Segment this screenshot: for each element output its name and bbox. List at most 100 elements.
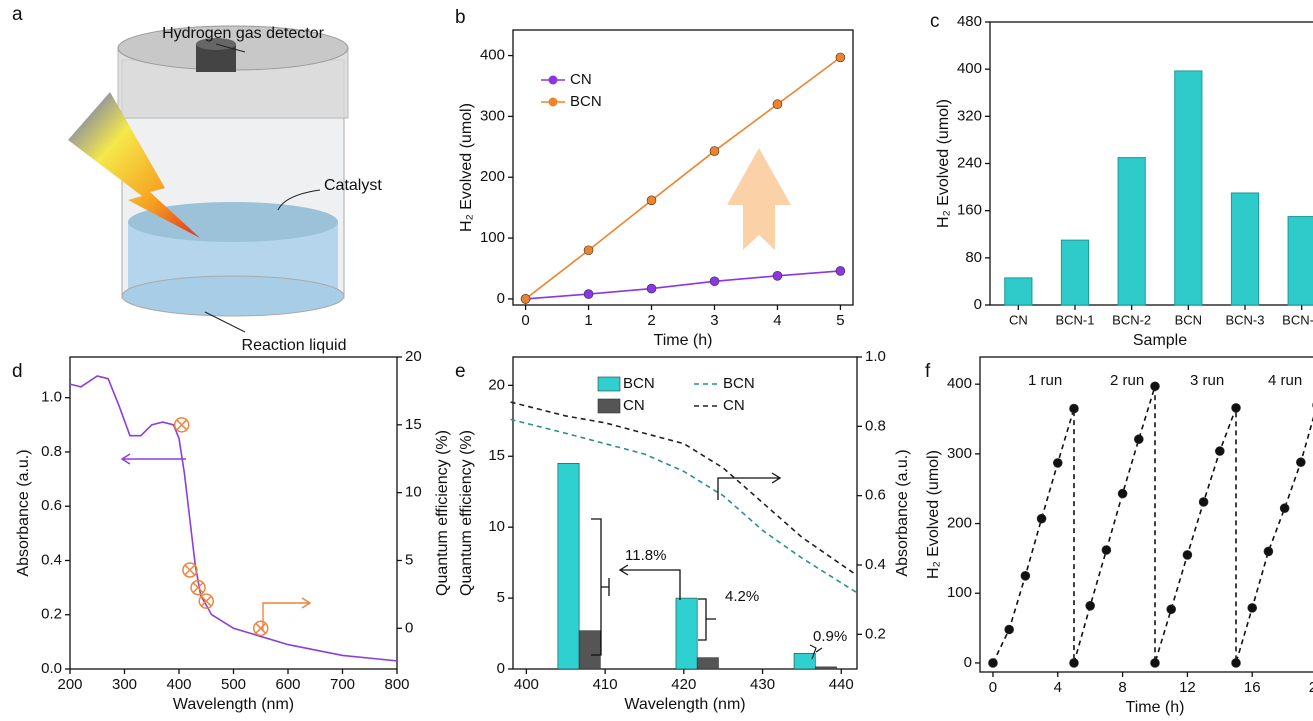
marker-ring: [182, 562, 198, 578]
marker: [182, 562, 198, 578]
diagram-label: Reaction liquid: [242, 337, 347, 354]
pointer: [277, 189, 321, 211]
annotation: 3 run: [1190, 372, 1224, 389]
marker: [1296, 457, 1306, 468]
marker: [646, 195, 657, 206]
y2-tick-label: 0.8: [865, 417, 886, 434]
marker: [1198, 497, 1209, 507]
legend-marker: [548, 75, 558, 85]
y-tick-label: 0.2: [41, 606, 62, 623]
marker: [253, 620, 269, 637]
y-tick-label: 100: [947, 584, 972, 601]
x-tick-label: 2: [647, 312, 655, 329]
y-tick-label: 10: [488, 518, 505, 535]
x-tick-label: BCN-1: [1055, 312, 1094, 327]
legend-label: CN: [623, 397, 645, 414]
marker: [1069, 403, 1079, 414]
legend-swatch: [597, 398, 621, 414]
x-tick-label: 3: [710, 312, 718, 329]
x-tick-label: 20: [1309, 679, 1313, 696]
bar: [1230, 192, 1260, 306]
y2-tick-label: 0: [405, 619, 413, 636]
x-tick-label: 410: [593, 676, 618, 693]
pointer: [204, 311, 246, 333]
marker: [1133, 434, 1144, 445]
marker: [190, 579, 206, 596]
marker: [1231, 658, 1241, 668]
y-tick-label: 400: [947, 375, 972, 392]
y2-tick-label: 10: [405, 484, 422, 501]
panel-label: f: [925, 361, 931, 382]
marker: [583, 289, 594, 299]
y-tick-label: 100: [480, 229, 505, 246]
y-tick-label: 480: [957, 13, 982, 30]
x-axis-title: Time (h): [654, 332, 713, 349]
x-tick-label: 440: [829, 676, 854, 693]
y-tick-label: 300: [947, 445, 972, 462]
y2-tick-label: 0.2: [865, 625, 886, 642]
x-tick-label: BCN-3: [1225, 312, 1264, 327]
y-tick-label: 0.0: [41, 660, 62, 677]
bar: [696, 657, 719, 670]
marker: [1279, 503, 1290, 514]
legend-marker: [548, 97, 558, 107]
marker-cross: [255, 622, 267, 634]
panel: b 0 100 200 300 400 0 1 2 3 4 5 Time (h) H₂ Evolved (…: [455, 7, 854, 349]
axis-arrow: [120, 453, 186, 465]
marker: [1231, 403, 1241, 413]
bar: [557, 463, 580, 670]
plot-frame: [979, 356, 1313, 673]
y-tick-label: 80: [965, 249, 982, 266]
marker: [173, 417, 190, 433]
bracket: [809, 644, 823, 660]
y-tick-label: 400: [957, 60, 982, 77]
x-tick-label: 1: [584, 312, 592, 329]
x-tick-label: 200: [57, 676, 82, 693]
bar: [1287, 216, 1313, 306]
y-tick-label: 300: [480, 107, 505, 124]
marker-cross: [176, 419, 188, 431]
y-tick-label: 0: [497, 660, 505, 677]
marker: [988, 658, 998, 668]
x-tick-label: 400: [514, 676, 539, 693]
x-tick-label: 4: [1054, 679, 1062, 696]
axis-arrow: [262, 597, 312, 630]
diagram-label: Catalyst: [324, 177, 382, 194]
marker: [1085, 600, 1095, 611]
marker: [1117, 488, 1128, 499]
marker-ring: [253, 620, 269, 637]
x-tick-label: 300: [112, 676, 137, 693]
x-tick-label: 420: [671, 676, 696, 693]
y2-tick-label: 5: [405, 551, 413, 568]
connector-line: [992, 386, 1313, 664]
annotation: 4.2%: [725, 588, 759, 605]
bar: [1060, 239, 1090, 306]
annotation: 11.8%: [625, 547, 666, 564]
x-tick-label: BCN: [1175, 312, 1202, 327]
marker-cross: [200, 595, 212, 607]
series-line: [69, 375, 398, 662]
x-tick-label: 0: [989, 679, 997, 696]
x-tick-label: 500: [221, 676, 246, 693]
marker: [709, 146, 720, 156]
marker: [1215, 446, 1225, 456]
marker: [709, 276, 720, 287]
x-tick-label: 400: [166, 676, 191, 693]
marker: [1150, 658, 1160, 668]
y-tick-label: 5: [497, 589, 505, 606]
glass-bottom: [121, 275, 345, 317]
y-axis-title: Quantum efficiency (%): [458, 430, 475, 596]
y-tick-label: 15: [488, 447, 505, 464]
y-axis-title: H₂ Evolved (umol): [935, 99, 952, 228]
x-axis-title: Time (h): [1126, 699, 1185, 716]
annotation: 1 run: [1028, 372, 1062, 389]
panel: f 0 100 200 300 400 0 4 8 12 16 20 Time (h) H₂ Evolve…: [925, 356, 1313, 716]
marker: [835, 52, 846, 63]
bar: [1117, 157, 1146, 306]
x-tick-label: CN: [1009, 312, 1028, 327]
panel: c 0 80 160 240 320 400 480 Sample H₂ Evolved (umo…: [930, 11, 1313, 349]
y-tick-label: 200: [947, 515, 972, 532]
bracket: [591, 518, 610, 656]
marker-ring: [173, 417, 190, 433]
